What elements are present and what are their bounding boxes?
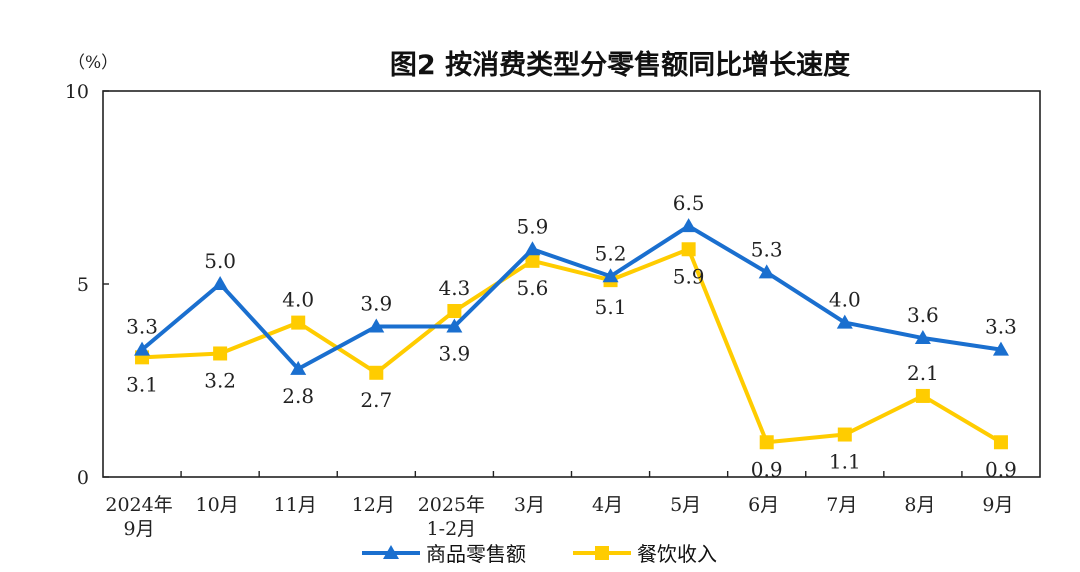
x-tick-label: 8月: [904, 494, 935, 516]
data-label: 0.9: [751, 457, 783, 481]
y-axis-unit: （%）: [68, 53, 118, 73]
x-tick-label: 9月: [123, 518, 154, 540]
y-tick-label: 5: [77, 274, 89, 296]
data-point: [447, 304, 462, 319]
series-line-0: [140, 224, 1002, 371]
data-label: 0.9: [985, 457, 1017, 481]
series-layer: [134, 218, 1009, 450]
data-label: 2.1: [907, 361, 939, 385]
legend: 商品零售额 餐饮收入: [362, 542, 717, 566]
plot-area: [102, 90, 1041, 478]
legend-marker: [595, 546, 609, 560]
data-point: [446, 318, 463, 333]
data-point: [914, 330, 931, 345]
data-point: [290, 360, 307, 375]
data-point: [525, 253, 540, 268]
data-point: [681, 242, 696, 257]
data-point: [368, 318, 385, 333]
data-point: [213, 346, 228, 361]
data-point: [212, 276, 229, 290]
legend-marker: [383, 545, 399, 559]
data-label: 3.6: [907, 303, 939, 327]
x-tick-label: 3月: [514, 494, 545, 516]
x-tick-label: 1-2月: [427, 518, 477, 540]
data-point: [602, 268, 619, 283]
data-label: 5.1: [595, 295, 627, 319]
x-tick-label: 12月: [352, 494, 395, 516]
data-point: [993, 435, 1008, 450]
x-tick-label: 9月: [982, 494, 1013, 516]
y-tick-label: 0: [77, 467, 89, 489]
x-tick-label: 6月: [748, 494, 779, 516]
data-point: [992, 341, 1009, 356]
data-point: [837, 427, 852, 442]
data-point: [369, 365, 384, 380]
data-labels: 3.3 5.0 2.8 3.9 3.9 5.9 5.2 6.5 5.3 4.0 3.6 3.3 3.1 3…: [126, 191, 1017, 481]
data-point: [915, 388, 930, 403]
data-label: 2.7: [360, 388, 392, 412]
data-label: 5.0: [204, 249, 236, 273]
y-tick-label: 10: [65, 81, 89, 103]
data-label: 3.3: [126, 315, 158, 339]
data-label: 3.3: [985, 315, 1017, 339]
data-label: 3.9: [438, 341, 470, 365]
data-point: [291, 315, 306, 330]
data-label: 5.9: [517, 214, 549, 238]
data-point: [758, 264, 775, 279]
legend-label: 餐饮收入: [637, 542, 717, 566]
x-tick-label: 10月: [196, 494, 239, 516]
data-point: [134, 341, 151, 356]
data-label: 6.5: [673, 191, 705, 215]
data-point: [524, 241, 541, 256]
x-tick-label: 2025年: [418, 494, 485, 516]
data-label: 3.2: [204, 368, 236, 392]
data-label: 4.3: [438, 276, 470, 300]
x-tick-label: 11月: [274, 494, 317, 516]
data-point: [759, 435, 774, 450]
data-label: 4.0: [829, 288, 861, 312]
series-line-1: [141, 247, 1002, 445]
x-tick-label: 7月: [826, 494, 857, 516]
data-label: 2.8: [282, 384, 314, 408]
chart-title: 图2 按消费类型分零售额同比增长速度: [390, 49, 850, 81]
data-label: 3.1: [126, 372, 158, 396]
legend-label: 商品零售额: [426, 542, 526, 566]
x-tick-label: 5月: [670, 494, 701, 516]
data-label: 5.6: [517, 276, 549, 300]
data-label: 5.9: [673, 264, 705, 288]
x-tick-label: 4月: [592, 494, 623, 516]
data-point: [680, 218, 697, 233]
data-label: 1.1: [829, 450, 861, 474]
data-label: 3.9: [360, 291, 392, 315]
x-tick-label: 2024年: [105, 494, 172, 516]
data-label: 4.0: [282, 288, 314, 312]
data-label: 5.2: [595, 241, 627, 265]
data-point: [836, 314, 853, 329]
data-label: 5.3: [751, 237, 783, 261]
